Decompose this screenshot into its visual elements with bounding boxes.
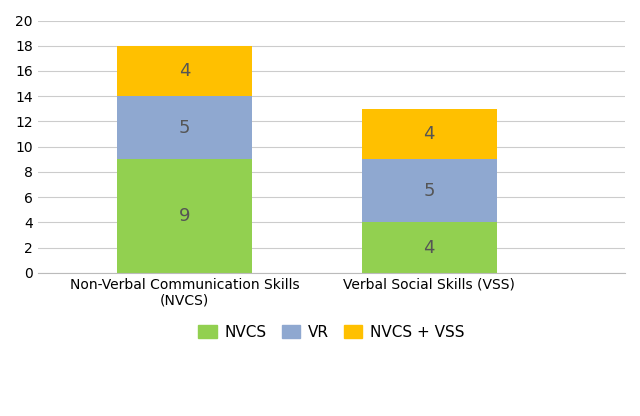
Bar (362, 159, 497, 223)
Text: 4: 4 (424, 125, 435, 143)
Bar (117, 159, 252, 273)
Text: 5: 5 (179, 119, 190, 137)
Text: 4: 4 (424, 239, 435, 257)
Bar (117, 96, 252, 159)
Bar (362, 223, 497, 273)
Text: 4: 4 (179, 62, 190, 80)
Text: 5: 5 (424, 182, 435, 200)
Bar (362, 109, 497, 159)
Text: 9: 9 (179, 207, 190, 225)
Bar (117, 46, 252, 96)
Legend: NVCS, VR, NVCS + VSS: NVCS, VR, NVCS + VSS (192, 319, 470, 346)
